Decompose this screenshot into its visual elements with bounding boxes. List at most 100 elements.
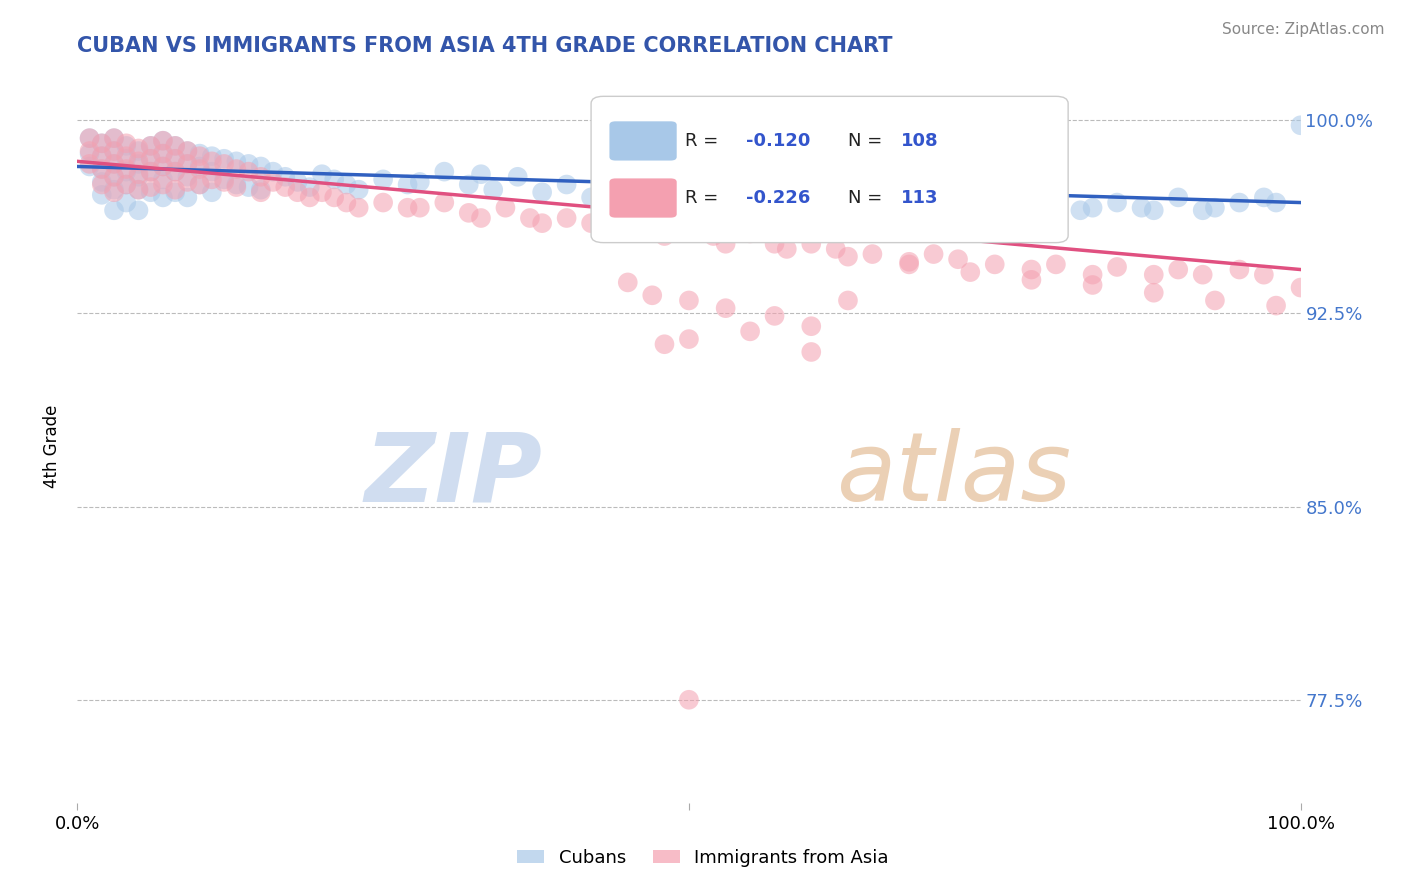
Point <box>579 190 602 204</box>
Point <box>165 164 187 178</box>
Text: 113: 113 <box>901 189 938 207</box>
Point <box>1130 201 1153 215</box>
Point <box>470 167 492 181</box>
Point <box>323 190 346 204</box>
Point <box>946 252 969 267</box>
Point <box>1204 201 1226 215</box>
Point <box>347 201 370 215</box>
Text: 108: 108 <box>901 132 938 150</box>
Point <box>103 183 125 197</box>
Point <box>128 183 150 197</box>
Point <box>371 195 394 210</box>
Point <box>250 169 273 184</box>
Point <box>1081 268 1104 282</box>
Point <box>1289 118 1312 132</box>
Point <box>347 183 370 197</box>
Point <box>335 195 357 210</box>
Point <box>250 160 273 174</box>
Point <box>79 146 101 161</box>
Point <box>165 183 187 197</box>
Point <box>128 203 150 218</box>
Point <box>495 201 517 215</box>
Point <box>654 337 676 351</box>
Point <box>139 152 162 166</box>
Point <box>139 164 162 178</box>
Point <box>740 227 762 241</box>
Point <box>188 160 211 174</box>
Point <box>115 178 138 192</box>
Point <box>922 247 945 261</box>
Y-axis label: 4th Grade: 4th Grade <box>44 404 62 488</box>
Point <box>641 288 664 302</box>
Point <box>201 172 224 186</box>
Text: N =: N = <box>848 189 889 207</box>
Point <box>238 157 260 171</box>
Point <box>555 178 578 192</box>
Point <box>250 183 273 197</box>
Point <box>470 211 492 225</box>
Point <box>238 180 260 194</box>
Point <box>605 195 627 210</box>
Point <box>188 178 211 192</box>
Point <box>79 160 101 174</box>
Point <box>262 175 284 189</box>
Point <box>152 160 174 174</box>
Point <box>115 152 138 166</box>
Point <box>323 172 346 186</box>
Point <box>103 169 125 184</box>
Point <box>824 203 846 218</box>
Point <box>201 154 224 169</box>
Point <box>1045 190 1067 204</box>
FancyBboxPatch shape <box>591 96 1069 243</box>
Point <box>103 131 125 145</box>
Point <box>1069 203 1091 218</box>
Point <box>862 180 884 194</box>
Point <box>103 203 125 218</box>
Point <box>396 201 419 215</box>
Point <box>225 178 247 192</box>
Point <box>152 134 174 148</box>
Point <box>165 186 187 200</box>
Point <box>90 162 112 177</box>
Point <box>555 211 578 225</box>
Point <box>1253 190 1275 204</box>
Point <box>90 187 112 202</box>
Point <box>139 139 162 153</box>
Point <box>298 180 321 194</box>
Point <box>176 144 198 158</box>
Point <box>800 190 823 204</box>
Point <box>152 172 174 186</box>
Point <box>433 195 456 210</box>
Point <box>1265 299 1288 313</box>
Point <box>409 175 432 189</box>
Point <box>115 164 138 178</box>
FancyBboxPatch shape <box>609 121 676 161</box>
Point <box>800 319 823 334</box>
Point <box>898 203 921 218</box>
Point <box>1229 195 1251 210</box>
Point <box>103 157 125 171</box>
Point <box>128 141 150 155</box>
Point <box>1008 195 1031 210</box>
Point <box>152 134 174 148</box>
Point <box>139 186 162 200</box>
Point <box>152 146 174 161</box>
Text: CUBAN VS IMMIGRANTS FROM ASIA 4TH GRADE CORRELATION CHART: CUBAN VS IMMIGRANTS FROM ASIA 4TH GRADE … <box>77 36 893 55</box>
Point <box>311 167 333 181</box>
Point <box>714 301 737 315</box>
Point <box>90 175 112 189</box>
Point <box>128 157 150 171</box>
Point <box>139 164 162 178</box>
Point <box>152 178 174 192</box>
Text: atlas: atlas <box>835 428 1071 521</box>
Point <box>837 250 859 264</box>
Point <box>90 162 112 177</box>
Point <box>90 149 112 163</box>
Point <box>103 131 125 145</box>
Point <box>176 157 198 171</box>
Point <box>274 169 297 184</box>
Point <box>396 178 419 192</box>
Text: N =: N = <box>848 132 889 150</box>
Point <box>188 162 211 177</box>
Point <box>1021 262 1043 277</box>
